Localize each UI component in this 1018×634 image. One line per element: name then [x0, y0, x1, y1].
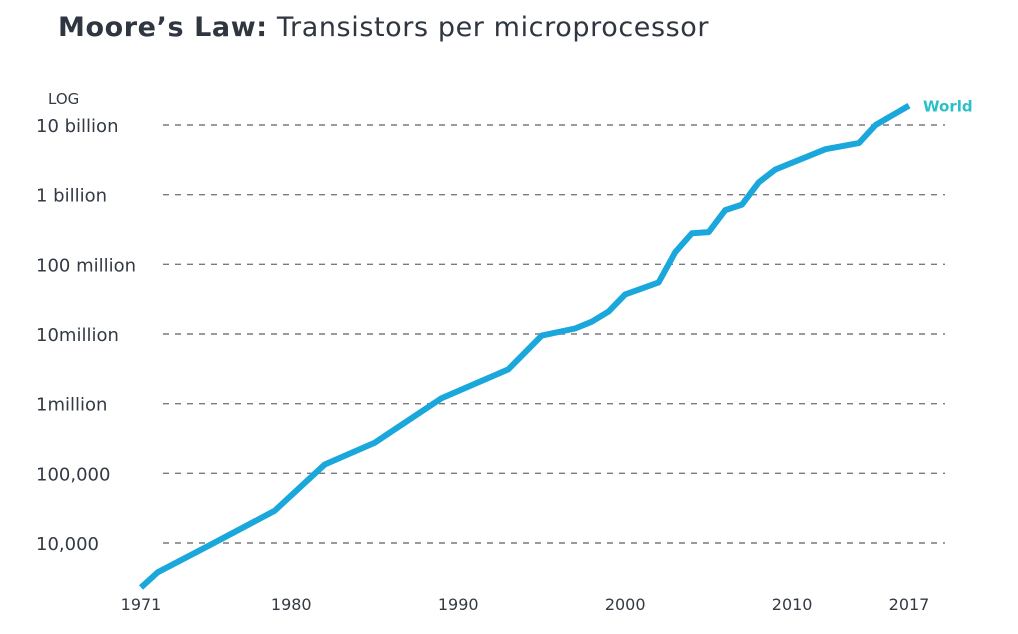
x-tick-label: 2017: [889, 595, 930, 614]
title-bold: Moore’s Law:: [58, 12, 268, 43]
chart-title: Moore’s Law: Transistors per microproces…: [58, 12, 709, 43]
x-tick-label: 2010: [772, 595, 813, 614]
x-tick-label: 1980: [271, 595, 312, 614]
series-label: World: [923, 98, 973, 116]
y-tick-label: 10,000: [36, 534, 99, 555]
series-line-world: [138, 103, 911, 590]
y-tick-label: 1 billion: [36, 186, 107, 207]
x-tick-label: 2000: [605, 595, 646, 614]
y-tick-label: 100,000: [36, 464, 110, 485]
title-rest: Transistors per microprocessor: [276, 12, 710, 43]
x-tick-label: 1990: [438, 595, 479, 614]
x-tick-label: 1971: [121, 595, 162, 614]
y-tick-label: 1million: [36, 395, 107, 416]
y-tick-label: 10 billion: [36, 116, 118, 137]
y-axis-note: LOG: [48, 90, 79, 108]
y-tick-label: 100 million: [36, 255, 136, 276]
y-tick-label: 10million: [36, 325, 119, 346]
